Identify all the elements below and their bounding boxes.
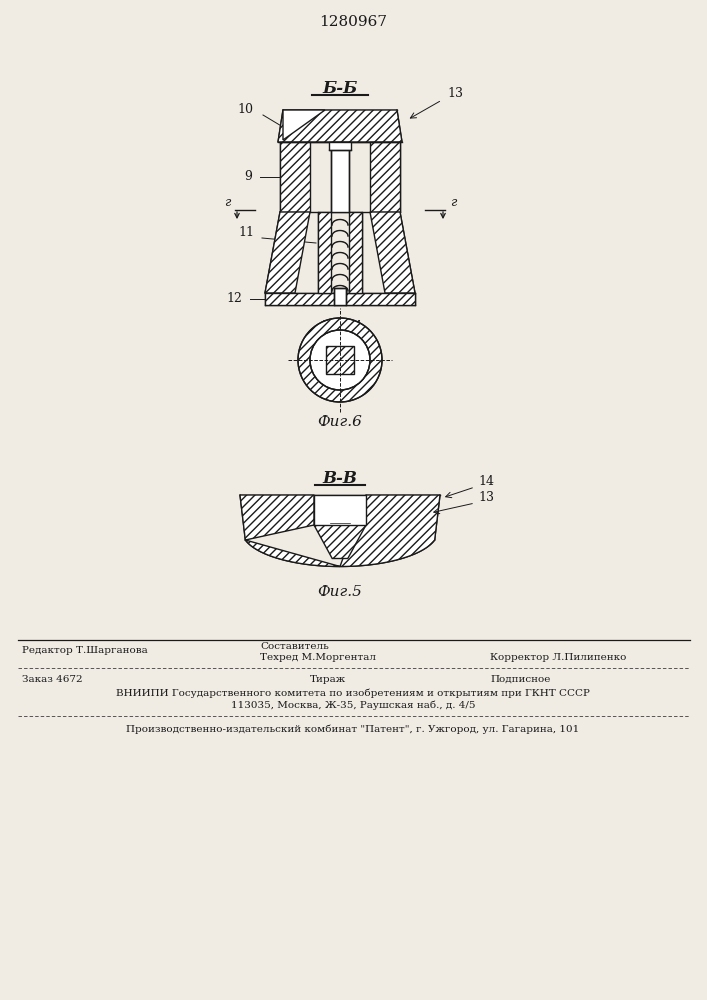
Text: 13: 13 — [447, 87, 463, 100]
Polygon shape — [265, 212, 310, 293]
Bar — [326, 346, 354, 374]
Text: 1280967: 1280967 — [319, 15, 387, 29]
Circle shape — [310, 330, 370, 390]
Text: Заказ 4672: Заказ 4672 — [22, 675, 83, 684]
Polygon shape — [278, 110, 402, 142]
Text: Б-Б: Б-Б — [322, 80, 358, 97]
Text: Г-Г: Г-Г — [325, 320, 355, 337]
Bar — [265, 293, 415, 305]
Bar — [331, 142, 349, 212]
Polygon shape — [314, 525, 366, 558]
Polygon shape — [370, 212, 415, 293]
Bar — [334, 288, 346, 305]
Bar — [280, 142, 310, 212]
Text: Фиг.4: Фиг.4 — [317, 320, 363, 334]
Text: Фиг.6: Фиг.6 — [317, 415, 363, 429]
Text: 113035, Москва, Ж-35, Раушская наб., д. 4/5: 113035, Москва, Ж-35, Раушская наб., д. … — [230, 701, 475, 710]
Circle shape — [298, 318, 382, 402]
Text: Составитель: Составитель — [260, 642, 329, 651]
Bar — [370, 142, 400, 212]
Text: В-В: В-В — [322, 470, 358, 487]
Text: 11: 11 — [238, 226, 254, 239]
Text: 10: 10 — [237, 103, 253, 116]
Polygon shape — [349, 212, 362, 293]
Polygon shape — [318, 212, 331, 293]
Text: Фиг.5: Фиг.5 — [317, 585, 363, 599]
Text: 12: 12 — [226, 292, 242, 306]
Bar — [314, 495, 366, 525]
Text: Тираж: Тираж — [310, 675, 346, 684]
Text: г: г — [450, 196, 456, 209]
Text: Редактор Т.Шарганова: Редактор Т.Шарганова — [22, 646, 148, 655]
Polygon shape — [340, 495, 440, 566]
Text: Техред М.Моргентал: Техред М.Моргентал — [260, 653, 376, 662]
Text: ВНИИПИ Государственного комитета по изобретениям и открытиям при ГКНТ СССР: ВНИИПИ Государственного комитета по изоб… — [116, 688, 590, 698]
Text: Производственно-издательский комбинат "Патент", г. Ужгород, ул. Гагарина, 101: Производственно-издательский комбинат "П… — [127, 724, 580, 734]
Text: 13: 13 — [478, 491, 494, 504]
Text: 9: 9 — [244, 170, 252, 184]
Text: Корректор Л.Пилипенко: Корректор Л.Пилипенко — [490, 653, 626, 662]
Text: 14: 14 — [478, 475, 494, 488]
Text: Подписное: Подписное — [490, 675, 550, 684]
Bar — [329, 142, 351, 150]
Polygon shape — [283, 110, 325, 140]
Polygon shape — [240, 495, 340, 566]
Text: г: г — [224, 196, 230, 209]
